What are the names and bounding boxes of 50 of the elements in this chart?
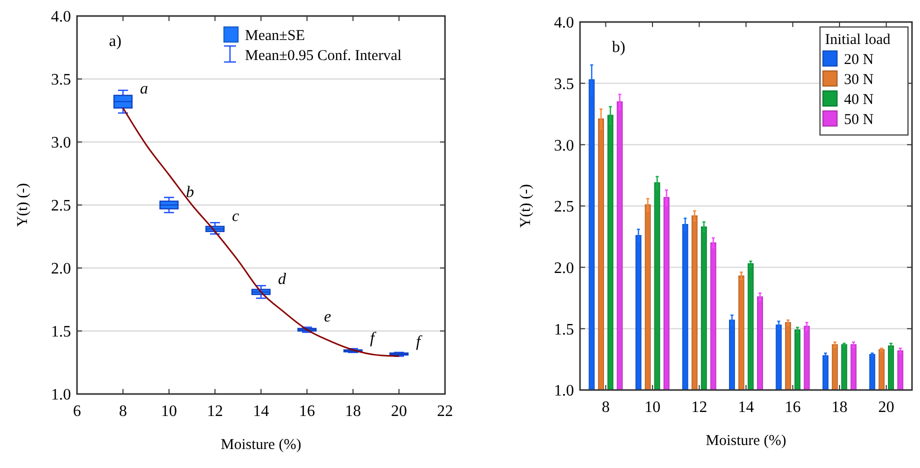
x-tick-label: 8 <box>119 403 127 420</box>
x-axis-title: Moisture (%) <box>220 437 302 453</box>
y-tick-label: 1.5 <box>554 321 574 338</box>
y-tick-label: 2.0 <box>554 260 574 277</box>
y-tick-label: 3.0 <box>554 137 574 154</box>
y-tick-label: 2.5 <box>554 198 574 216</box>
annotation: a) <box>109 33 122 50</box>
annotation: f <box>416 333 423 350</box>
y-tick-label: 4.0 <box>554 14 574 32</box>
y-tick-label: 1.0 <box>51 386 71 404</box>
x-tick-label: 6 <box>73 403 81 420</box>
x-tick-label: 8 <box>602 399 610 416</box>
x-tick-label: 12 <box>207 403 223 420</box>
y-tick-label: 1.0 <box>554 382 574 400</box>
x-tick-label: 10 <box>161 403 177 420</box>
legend-label: 40 N <box>844 92 874 108</box>
y-tick-label: 3.5 <box>554 76 574 93</box>
x-tick-label: 14 <box>253 403 269 420</box>
annotation: b) <box>612 39 626 56</box>
legend-label: 30 N <box>844 72 874 88</box>
x-tick-label: 20 <box>878 399 894 416</box>
x-tick-label: 10 <box>644 399 660 416</box>
x-tick-label: 18 <box>832 399 848 416</box>
annotation: f <box>370 330 377 348</box>
y-tick-label: 3.5 <box>51 72 71 89</box>
x-tick-label: 16 <box>299 403 315 420</box>
annotation: c <box>232 208 240 225</box>
legend-label: 20 N <box>844 52 874 68</box>
y-tick-label: 4.0 <box>51 8 71 26</box>
x-tick-label: 16 <box>784 399 801 416</box>
legend-title: Initial load <box>825 32 891 48</box>
y-axis-title: Y(t) (-) <box>15 183 31 227</box>
annotation: Mean±0.95 Conf. Interval <box>245 48 402 64</box>
y-tick-label: 2.0 <box>51 260 71 278</box>
annotation: a <box>140 80 148 98</box>
legend-label: Mean±SE <box>245 28 305 44</box>
x-tick-label: 20 <box>391 403 407 420</box>
y-tick-label: 1.5 <box>51 324 71 341</box>
x-axis-title: Moisture (%) <box>706 433 786 449</box>
x-tick-label: 22 <box>437 403 453 420</box>
annotation: e <box>324 308 332 326</box>
y-tick-label: 3.0 <box>51 134 71 152</box>
x-tick-label: 12 <box>691 399 708 416</box>
y-tick-label: 2.5 <box>51 198 71 215</box>
x-tick-label: 18 <box>345 403 361 420</box>
annotation: b <box>186 184 194 201</box>
legend-label: 50 N <box>844 112 874 128</box>
y-axis-title: Y(t) (-) <box>518 184 534 228</box>
annotation: d <box>278 270 287 288</box>
x-tick-label: 14 <box>738 399 754 416</box>
